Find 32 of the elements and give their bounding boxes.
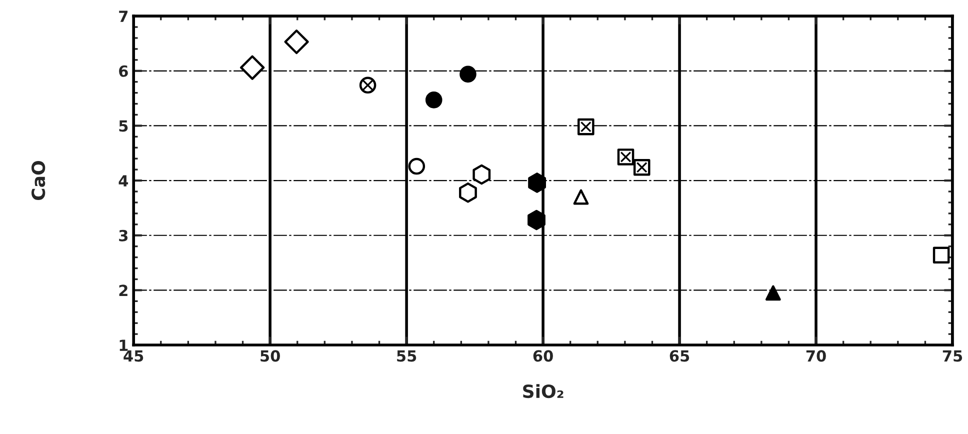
x-tick-label: 45 xyxy=(124,350,144,362)
point xyxy=(617,148,634,166)
point xyxy=(528,210,546,230)
point xyxy=(765,285,781,301)
x-tick-label: 65 xyxy=(670,350,690,362)
point xyxy=(359,76,376,94)
point xyxy=(460,66,476,83)
point xyxy=(425,92,442,108)
x-tick-label: 75 xyxy=(942,350,962,362)
point xyxy=(459,182,477,203)
point xyxy=(284,30,309,54)
y-tick-label: 4 xyxy=(118,175,128,186)
point xyxy=(408,158,426,175)
x-tick-label: 70 xyxy=(806,350,826,362)
y-tick-label: 7 xyxy=(119,10,128,22)
y-tick-label: 1 xyxy=(120,340,128,351)
x-tick-label: 60 xyxy=(533,350,553,362)
point xyxy=(633,158,650,176)
y-tick-label: 6 xyxy=(119,65,128,77)
point xyxy=(472,164,491,185)
y-axis-title: CaO xyxy=(31,161,46,200)
point xyxy=(528,172,546,193)
point xyxy=(932,246,950,264)
x-axis-title: SiO₂ xyxy=(523,384,564,398)
point xyxy=(240,55,265,80)
y-tick-label: 5 xyxy=(119,120,128,132)
point xyxy=(573,189,589,205)
point xyxy=(578,118,594,136)
x-tick-label: 50 xyxy=(260,350,280,362)
y-tick-label: 3 xyxy=(119,230,128,242)
x-tick-label: 55 xyxy=(397,350,416,362)
y-tick-label: 2 xyxy=(119,284,128,296)
